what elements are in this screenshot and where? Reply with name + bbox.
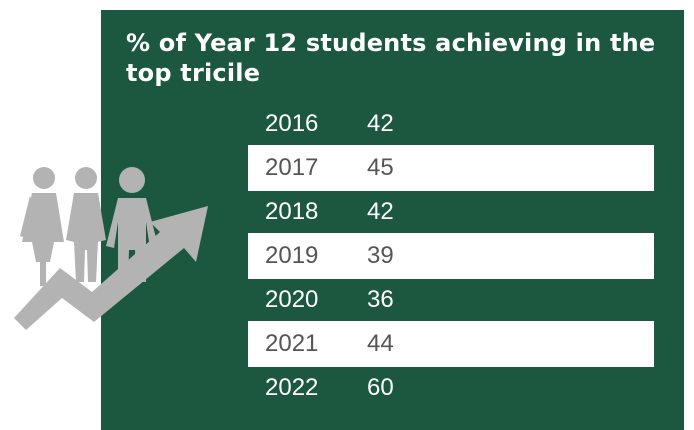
- year-label: 2022: [265, 374, 319, 401]
- percent-value: 36: [367, 286, 394, 313]
- table-row: 2017 45: [248, 145, 654, 191]
- percent-value: 60: [367, 374, 394, 401]
- chart-title: % of Year 12 students achieving in the t…: [126, 29, 656, 87]
- table-row: 2018 42: [248, 189, 654, 235]
- year-label: 2018: [265, 198, 319, 225]
- percent-value: 42: [367, 110, 394, 137]
- percent-value: 42: [367, 198, 394, 225]
- year-label: 2021: [265, 330, 319, 357]
- year-label: 2017: [265, 154, 319, 181]
- table-row: 2016 42: [248, 101, 654, 147]
- year-label: 2019: [265, 242, 319, 269]
- percent-value: 39: [367, 242, 394, 269]
- table-row: 2021 44: [248, 321, 654, 367]
- table-row: 2022 60: [248, 365, 654, 411]
- table-row: 2019 39: [248, 233, 654, 279]
- year-label: 2020: [265, 286, 319, 313]
- percent-value: 44: [367, 330, 394, 357]
- year-label: 2016: [265, 110, 319, 137]
- table-row: 2020 36: [248, 277, 654, 323]
- percent-value: 45: [367, 154, 394, 181]
